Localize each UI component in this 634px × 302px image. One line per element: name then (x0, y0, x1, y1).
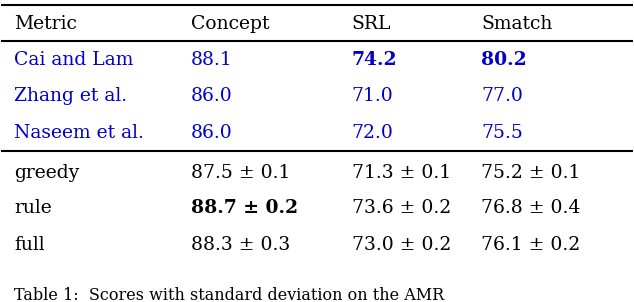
Text: Concept: Concept (191, 14, 269, 33)
Text: Zhang et al.: Zhang et al. (14, 88, 127, 105)
Text: 75.5: 75.5 (481, 124, 523, 142)
Text: Naseem et al.: Naseem et al. (14, 124, 144, 142)
Text: Table 1:  Scores with standard deviation on the AMR: Table 1: Scores with standard deviation … (14, 287, 444, 302)
Text: 80.2: 80.2 (481, 51, 527, 69)
Text: 86.0: 86.0 (191, 88, 233, 105)
Text: 76.1 ± 0.2: 76.1 ± 0.2 (481, 236, 580, 254)
Text: 77.0: 77.0 (481, 88, 523, 105)
Text: 88.3 ± 0.3: 88.3 ± 0.3 (191, 236, 290, 254)
Text: 87.5 ± 0.1: 87.5 ± 0.1 (191, 164, 290, 182)
Text: SRL: SRL (352, 14, 391, 33)
Text: greedy: greedy (14, 164, 79, 182)
Text: 76.8 ± 0.4: 76.8 ± 0.4 (481, 200, 581, 217)
Text: 72.0: 72.0 (352, 124, 394, 142)
Text: 73.6 ± 0.2: 73.6 ± 0.2 (352, 200, 451, 217)
Text: 88.7 ± 0.2: 88.7 ± 0.2 (191, 200, 298, 217)
Text: 86.0: 86.0 (191, 124, 233, 142)
Text: 71.3 ± 0.1: 71.3 ± 0.1 (352, 164, 451, 182)
Text: 88.1: 88.1 (191, 51, 233, 69)
Text: full: full (14, 236, 44, 254)
Text: Metric: Metric (14, 14, 77, 33)
Text: 71.0: 71.0 (352, 88, 394, 105)
Text: 74.2: 74.2 (352, 51, 398, 69)
Text: rule: rule (14, 200, 52, 217)
Text: 75.2 ± 0.1: 75.2 ± 0.1 (481, 164, 581, 182)
Text: Smatch: Smatch (481, 14, 552, 33)
Text: 73.0 ± 0.2: 73.0 ± 0.2 (352, 236, 451, 254)
Text: Cai and Lam: Cai and Lam (14, 51, 133, 69)
